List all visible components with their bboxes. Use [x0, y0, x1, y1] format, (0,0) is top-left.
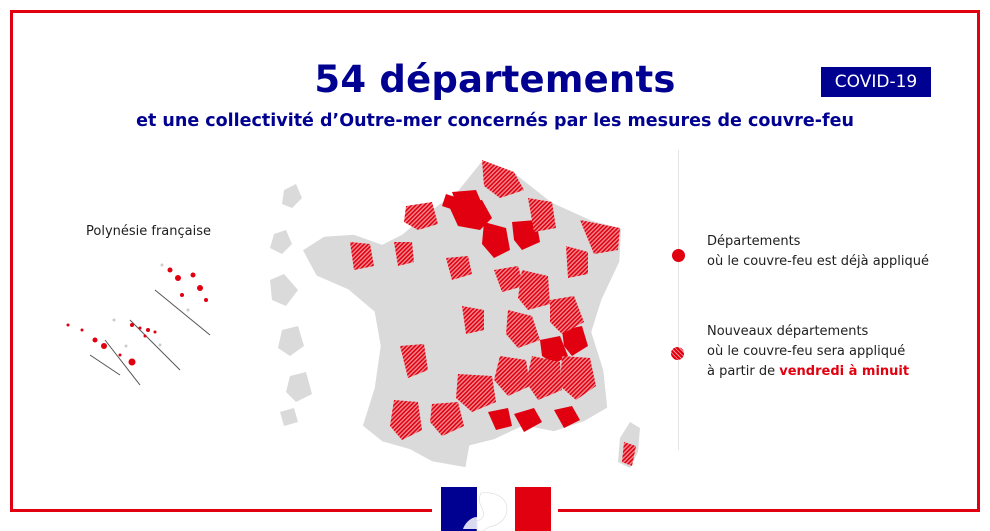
page-subtitle: et une collectivité d’Outre-mer concerné…: [136, 111, 854, 131]
legend-item-new-line3-highlight: vendredi à minuit: [779, 364, 910, 379]
legend-solid-marker: [672, 249, 685, 262]
departments-existing-curfew: [442, 190, 588, 432]
vertical-separator: [678, 150, 679, 450]
legend-item-new-line2: où le couvre-feu sera appliqué: [707, 344, 906, 359]
page-title: 54 départements: [314, 58, 676, 101]
legend-item-existing: Départements où le couvre-feu est déjà a…: [707, 232, 929, 272]
legend-item-new-line1: Nouveaux départements: [707, 324, 869, 339]
legend-item-new-line3-prefix: à partir de: [707, 364, 780, 379]
legend-item-existing-line2: où le couvre-feu est déjà appliqué: [707, 254, 929, 269]
inset-label: Polynésie française: [86, 224, 212, 239]
legend-item-new: Nouveaux départements où le couvre-feu s…: [707, 322, 909, 382]
polynesia-inset-map: [66, 263, 211, 386]
covid-badge: COVID-19: [821, 67, 931, 97]
legend-item-new-line3: à partir de vendredi à minuit: [707, 362, 909, 382]
legend-hatched-marker: [671, 347, 684, 360]
departments-new-curfew: [350, 160, 620, 440]
marianne-logo-icon: [441, 487, 551, 531]
legend-item-existing-line1: Départements: [707, 234, 801, 249]
gray-islands: [270, 184, 312, 426]
france-map: [270, 159, 640, 469]
